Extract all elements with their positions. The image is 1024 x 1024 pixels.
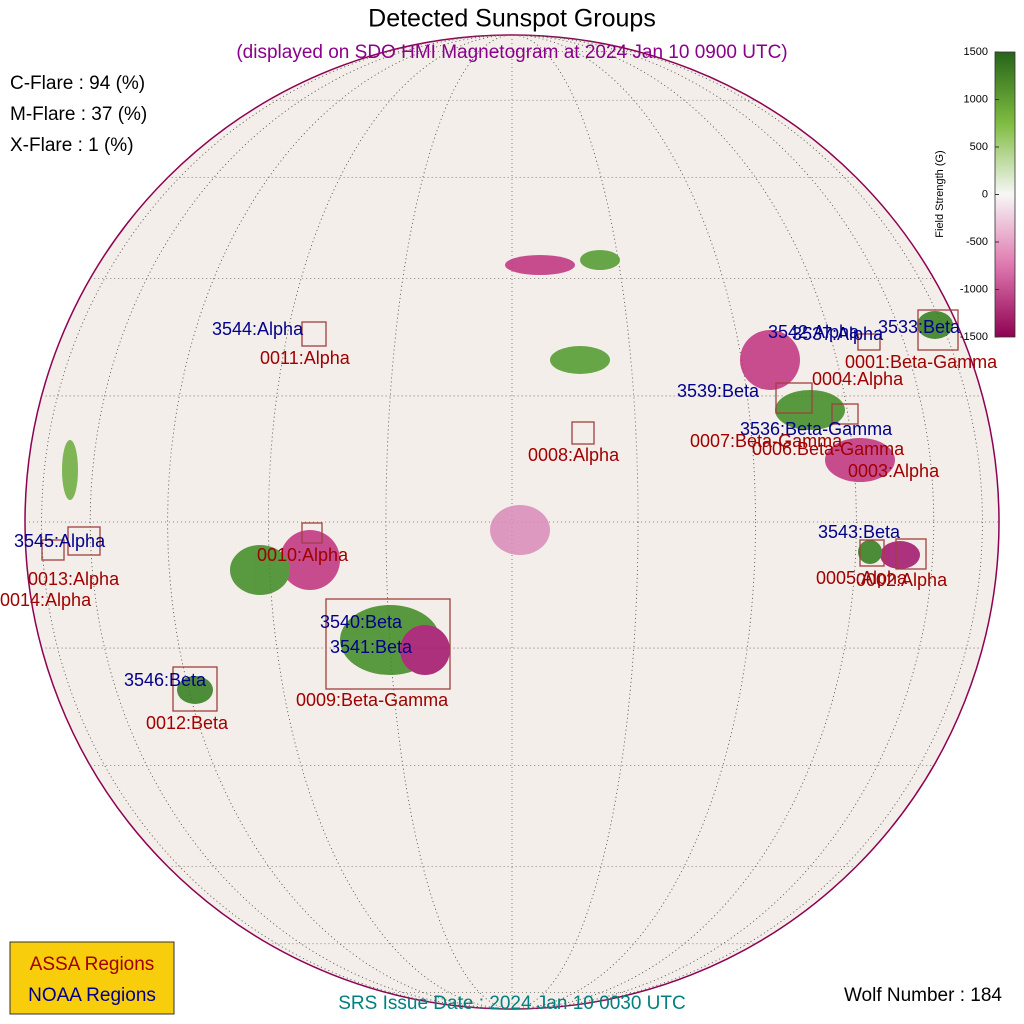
colorbar-label: Field Strength (G) <box>934 150 946 237</box>
noaa-region-label: 3540:Beta <box>320 612 403 632</box>
colorbar-tick-label: -1000 <box>960 283 988 295</box>
colorbar-tick-label: 1000 <box>964 93 988 105</box>
meridian <box>41 35 983 1009</box>
flare-probability: M-Flare : 37 (%) <box>10 104 147 125</box>
colorbar-tick-label: 500 <box>970 141 988 153</box>
flare-probability: X-Flare : 1 (%) <box>10 135 134 156</box>
assa-region-label: 0007:Beta-Gamma <box>690 431 843 451</box>
title: Detected Sunspot Groups <box>368 5 656 33</box>
assa-region-label: 0001:Beta-Gamma <box>845 352 998 372</box>
assa-region-label: 0006:Beta-Gamma <box>752 439 905 459</box>
noaa-region-label: 3537:Alpha <box>792 324 884 344</box>
solar-disk <box>24 34 1000 1010</box>
noaa-region-label: 3539:Beta <box>677 381 760 401</box>
noaa-region-label: 3533:Beta <box>878 317 961 337</box>
issue-date: SRS Issue Date : 2024 Jan 10 0030 UTC <box>338 993 685 1014</box>
noaa-region-label: 3543:Beta <box>818 522 901 542</box>
meridian <box>268 35 756 1009</box>
assa-region-label: 0002:Alpha <box>856 570 948 590</box>
legend-noaa: NOAA Regions <box>28 985 156 1006</box>
assa-region-label: 0014:Alpha <box>0 590 92 610</box>
legend: ASSA Regions NOAA Regions <box>9 941 175 1015</box>
noaa-region-label: 3544:Alpha <box>212 319 304 339</box>
noaa-region-label: 3536:Beta-Gamma <box>740 419 893 439</box>
noaa-region-label: 3542:Alpha <box>768 322 860 342</box>
assa-region-label: 0010:Alpha <box>257 545 349 565</box>
assa-region-label: 0003:Alpha <box>848 461 940 481</box>
colorbar-tick-label: -1500 <box>960 331 988 343</box>
colorbar-tick-label: -500 <box>966 236 988 248</box>
assa-region-label: 0008:Alpha <box>528 445 620 465</box>
legend-box <box>9 941 175 1015</box>
assa-region-label: 0012:Beta <box>146 713 229 733</box>
noaa-region-label: 3546:Beta <box>124 670 207 690</box>
assa-region-label: 0004:Alpha <box>812 369 904 389</box>
colorbar-tick-label: 0 <box>982 188 988 200</box>
subtitle: (displayed on SDO HMI Magnetogram at 202… <box>236 42 787 63</box>
noaa-region-label: 3541:Beta <box>330 637 413 657</box>
meridian <box>167 35 857 1009</box>
legend-assa: ASSA Regions <box>30 954 155 975</box>
colorbar-tick-label: 1500 <box>964 46 988 58</box>
assa-region-label: 0009:Beta-Gamma <box>296 690 449 710</box>
flare-probability: C-Flare : 94 (%) <box>10 73 145 94</box>
noaa-region-label: 3545:Alpha <box>14 531 106 551</box>
assa-region-label: 0013:Alpha <box>28 569 120 589</box>
assa-region-label: 0005:Alpha <box>816 568 908 588</box>
assa-region-label: 0011:Alpha <box>260 348 351 368</box>
wolf-number: Wolf Number : 184 <box>844 985 1002 1006</box>
